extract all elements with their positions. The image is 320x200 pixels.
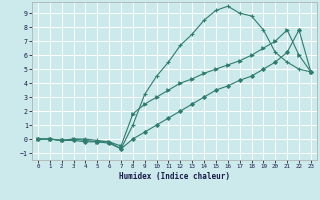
X-axis label: Humidex (Indice chaleur): Humidex (Indice chaleur) [119,172,230,181]
